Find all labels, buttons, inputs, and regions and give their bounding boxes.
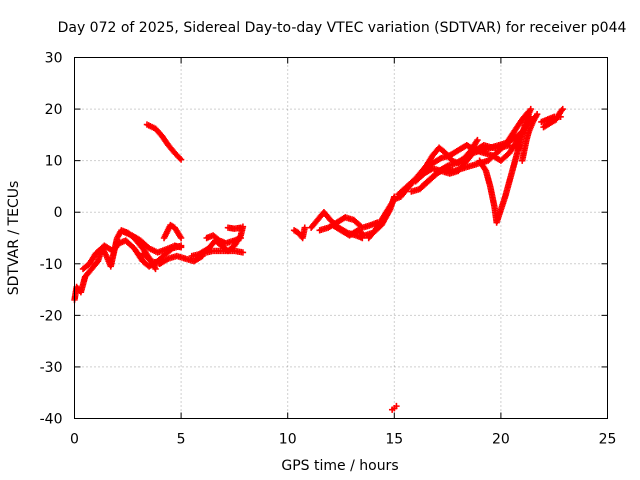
data-point-interp xyxy=(558,107,565,114)
data-point xyxy=(533,111,541,118)
series-arc-22h-b xyxy=(538,113,564,126)
data-point xyxy=(177,156,185,163)
x-tick-label: 5 xyxy=(177,432,186,448)
y-tick-label: 10 xyxy=(45,154,63,170)
series-arc-6h-b xyxy=(188,247,247,260)
data-point xyxy=(557,113,564,121)
y-axis-title: SDTVAR / TECUs xyxy=(6,181,22,296)
y-tick-label: 30 xyxy=(45,51,63,67)
data-point xyxy=(177,234,185,242)
chart-title: Day 072 of 2025, Sidereal Day-to-day VTE… xyxy=(58,20,627,36)
data-point xyxy=(301,224,308,231)
series-arc-mid xyxy=(160,221,185,242)
x-tick-label: 20 xyxy=(492,432,510,448)
y-tick-label: -40 xyxy=(40,412,63,428)
y-tick-labels: -40 -30 -20 -10 0 10 20 30 xyxy=(40,51,63,428)
x-tick-label: 25 xyxy=(599,432,617,448)
series-arc-6h-c xyxy=(203,232,244,247)
x-tick-label: 0 xyxy=(70,432,79,448)
series-arc-6h-d xyxy=(224,224,244,232)
series-arc-21h xyxy=(519,111,541,164)
series-outlier xyxy=(388,402,400,413)
plot-frame xyxy=(74,57,608,419)
x-tick-labels: 0 5 10 15 20 25 xyxy=(70,432,616,448)
y-tick-label: -30 xyxy=(40,360,63,376)
series-arc-early-c xyxy=(120,228,185,256)
data-point xyxy=(177,244,185,251)
y-tick-label: -20 xyxy=(40,308,63,324)
data-point xyxy=(237,224,244,231)
x-tick-label: 15 xyxy=(385,432,403,448)
data-point xyxy=(527,105,534,113)
x-tick-label: 10 xyxy=(279,432,297,448)
data-point xyxy=(393,402,400,410)
data-series xyxy=(71,105,566,413)
data-point xyxy=(152,265,159,273)
data-point xyxy=(474,136,481,144)
data-point xyxy=(239,249,247,256)
series-arc-high xyxy=(143,121,185,163)
y-tick-label: -10 xyxy=(40,257,63,273)
y-tick-label: 0 xyxy=(54,205,63,221)
series-arc-19h xyxy=(476,105,534,226)
data-point xyxy=(237,234,244,242)
y-tick-label: 20 xyxy=(45,102,63,118)
data-point xyxy=(559,105,566,113)
series-arc-16h-c xyxy=(412,141,513,185)
x-axis-title: GPS time / hours xyxy=(281,458,398,474)
axis-ticks xyxy=(74,57,608,419)
data-point xyxy=(506,141,513,149)
series-arc-10h xyxy=(290,224,308,242)
